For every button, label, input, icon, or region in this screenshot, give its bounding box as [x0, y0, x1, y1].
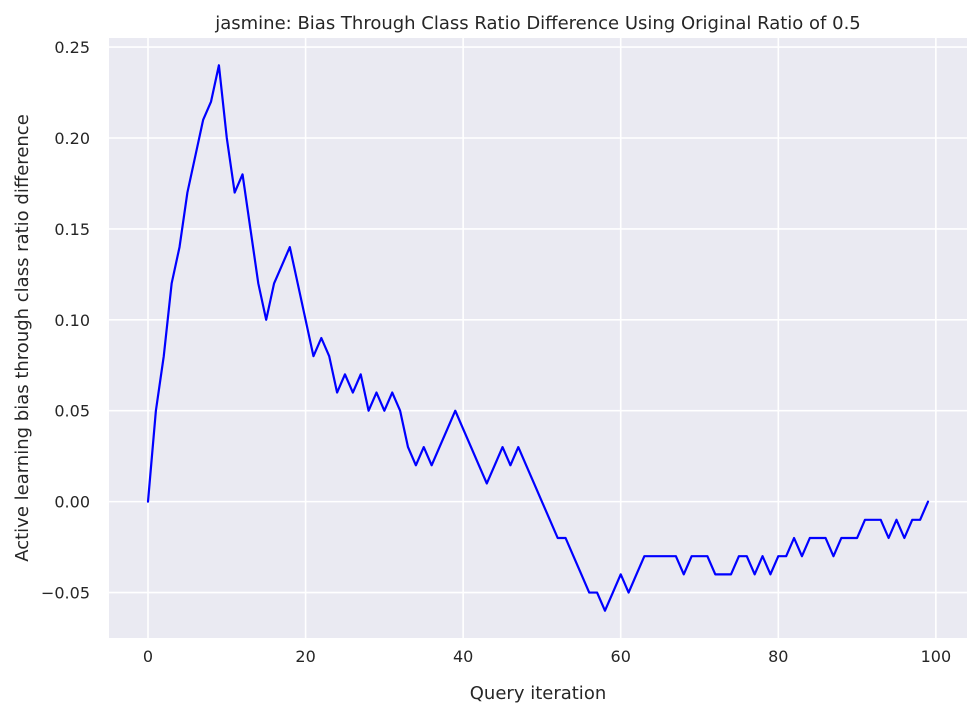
y-tick-label: 0.00 [54, 493, 90, 512]
y-tick-label: 0.25 [54, 38, 90, 57]
x-tick-label: 100 [921, 647, 952, 666]
x-tick-label: 80 [768, 647, 788, 666]
y-tick-labels: −0.05 0.00 0.05 0.10 0.15 0.20 0.25 [41, 38, 90, 602]
series-layer [146, 64, 930, 612]
x-tick-label: 0 [143, 647, 153, 666]
y-tick-label: 0.05 [54, 402, 90, 421]
y-tick-label: 0.20 [54, 129, 90, 148]
x-tick-label: 60 [611, 647, 631, 666]
x-tick-label: 20 [295, 647, 315, 666]
y-tick-label: 0.15 [54, 220, 90, 239]
series-line [146, 64, 930, 612]
x-axis-label: Query iteration [470, 683, 606, 704]
y-axis-label: Active learning bias through class ratio… [12, 114, 33, 562]
plot-area [109, 38, 967, 638]
x-tick-labels: 0 20 40 60 80 100 [143, 647, 951, 666]
grid [109, 38, 967, 638]
y-tick-label: 0.10 [54, 311, 90, 330]
x-tick-label: 40 [453, 647, 473, 666]
chart-title: jasmine: Bias Through Class Ratio Differ… [214, 13, 861, 34]
y-tick-label: −0.05 [41, 584, 90, 603]
